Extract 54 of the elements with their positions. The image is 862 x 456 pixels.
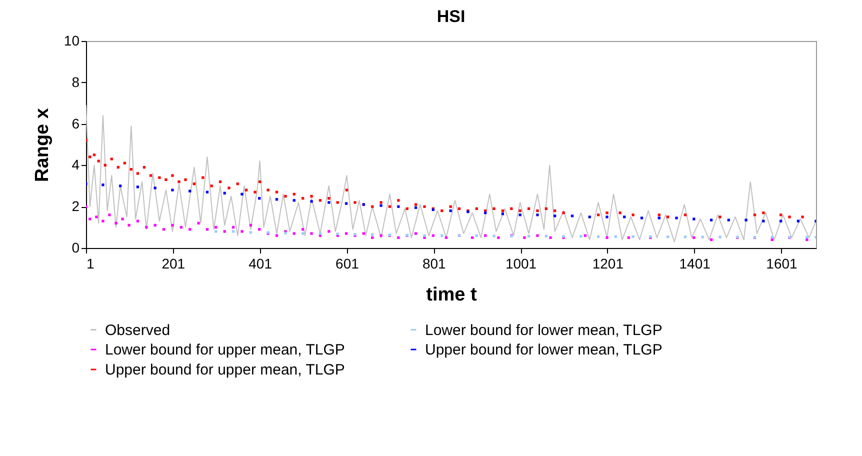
x-tick-label: 201 [162, 256, 186, 272]
x-tick-label: 1 [86, 256, 94, 272]
line-series [86, 104, 816, 242]
x-tick-label: 601 [336, 256, 360, 272]
point [214, 230, 218, 233]
x-tick-label: 1601 [766, 256, 798, 272]
point [701, 236, 704, 238]
y-tick-label: 2 [72, 198, 80, 214]
chart-title: HSI [436, 7, 466, 26]
x-tick-label: 1401 [679, 256, 711, 272]
point [240, 192, 244, 196]
legend-label: Upper bound for lower mean, TLGP [425, 342, 662, 358]
point [632, 235, 634, 238]
point [380, 204, 382, 207]
point [692, 218, 696, 220]
y-tick-label: 0 [72, 240, 80, 256]
point [232, 230, 235, 233]
legend-label: Upper bound for upper mean, TLGP [105, 362, 345, 378]
point [249, 231, 252, 234]
point [328, 201, 330, 204]
point [302, 232, 304, 235]
point [640, 216, 644, 220]
point [449, 209, 452, 212]
point [744, 218, 748, 222]
point [727, 218, 730, 222]
point [710, 218, 713, 222]
y-axis-title: Range x [32, 108, 53, 182]
point [606, 216, 608, 218]
x-axis-title: time t [426, 284, 478, 306]
point [154, 186, 156, 190]
y-tick-label: 10 [64, 32, 80, 48]
point [136, 186, 140, 188]
point [623, 216, 626, 218]
point [658, 216, 660, 220]
point [536, 214, 539, 216]
x-tick-label: 1201 [592, 256, 624, 272]
y-tick-label: 6 [72, 115, 80, 132]
legend-label: Observed [105, 322, 170, 339]
point [492, 234, 496, 238]
point [310, 200, 313, 203]
x-tick-label: 1001 [505, 256, 537, 272]
point [344, 202, 348, 205]
point [718, 236, 722, 238]
point [371, 233, 374, 236]
y-tick-label: 8 [72, 74, 80, 90]
x-tick-label: 801 [422, 256, 446, 272]
legend-label: Lower bound for upper mean, TLGP [105, 342, 345, 358]
legend-label: Lower bound for lower mean, TLGP [425, 322, 662, 339]
point [675, 216, 678, 220]
point [588, 216, 591, 218]
point [171, 188, 174, 192]
x-tick-label: 401 [248, 256, 272, 272]
point [102, 184, 104, 186]
y-tick-label: 4 [72, 156, 80, 173]
